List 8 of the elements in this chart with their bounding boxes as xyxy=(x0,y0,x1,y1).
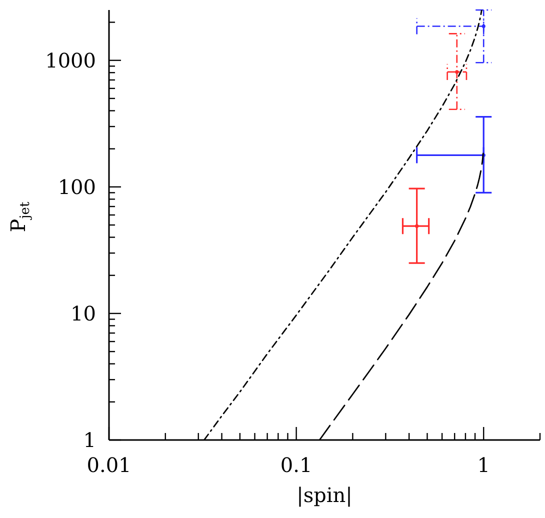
y-tick-label: 1000 xyxy=(45,48,96,72)
y-tick-label: 1 xyxy=(83,428,96,452)
x-tick-label: 1 xyxy=(477,453,490,477)
x-tick-label: 0.01 xyxy=(86,453,132,477)
y-tick-label: 10 xyxy=(70,301,96,326)
x-tick-label: 0.1 xyxy=(280,453,312,477)
x-axis-title: |spin| xyxy=(296,483,352,507)
y-tick-label: 100 xyxy=(58,174,96,199)
